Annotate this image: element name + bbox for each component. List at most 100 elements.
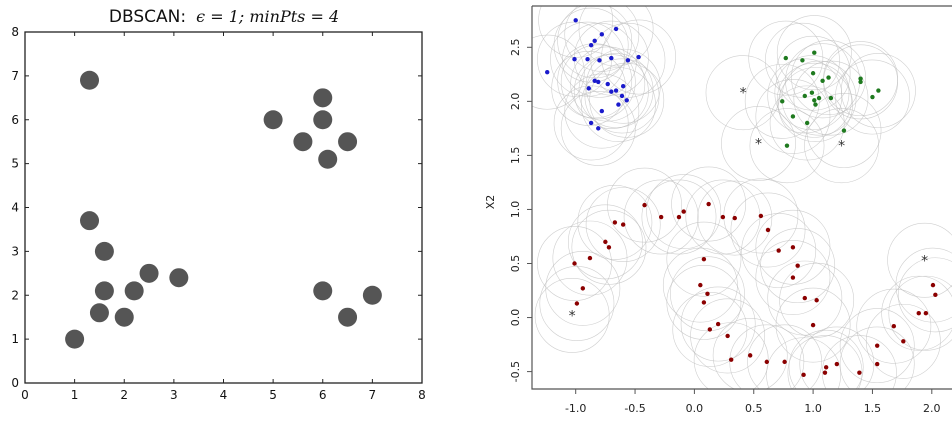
eps-neighborhood-circle bbox=[865, 303, 941, 379]
eps-neighborhood-circle bbox=[560, 90, 636, 166]
eps-neighborhood-circle bbox=[646, 174, 722, 250]
chart-title-text: DBSCAN: bbox=[109, 7, 186, 27]
data-point bbox=[318, 149, 338, 169]
eps-neighborhood-circle bbox=[787, 335, 863, 389]
x-tick-label: 2 bbox=[120, 388, 128, 402]
data-point bbox=[94, 281, 114, 301]
cluster-point bbox=[705, 291, 710, 296]
cluster-point bbox=[841, 128, 847, 133]
cluster-point bbox=[707, 327, 713, 332]
eps-neighborhood-circle bbox=[537, 226, 612, 301]
cluster-point bbox=[586, 86, 591, 91]
cluster-point bbox=[642, 202, 647, 208]
y-tick-label: 3 bbox=[11, 244, 19, 258]
eps-neighborhood-circle bbox=[537, 21, 612, 97]
eps-neighborhood-circle bbox=[553, 7, 629, 83]
cluster-point bbox=[790, 114, 796, 119]
y-tick-label: 5 bbox=[11, 157, 19, 171]
eps-neighborhood-circle bbox=[693, 322, 769, 389]
eps-neighborhood-circle bbox=[697, 180, 773, 256]
cluster-point bbox=[596, 79, 601, 85]
x-tick-label: 2.0 bbox=[923, 402, 941, 415]
cluster-point bbox=[606, 245, 612, 250]
y-tick-label: 4 bbox=[11, 201, 19, 215]
cluster-point bbox=[587, 255, 593, 261]
cluster-point bbox=[619, 93, 625, 99]
cluster-point bbox=[901, 339, 906, 344]
cluster-point bbox=[597, 58, 602, 63]
eps-neighborhood-circle bbox=[567, 204, 643, 280]
chart-title: DBSCAN: ϵ = 1; minPts = 4 bbox=[109, 7, 339, 27]
cluster-point bbox=[612, 220, 618, 225]
cluster-point bbox=[812, 98, 817, 103]
eps-neighborhood-circle bbox=[741, 213, 817, 288]
y-tick-label: -0.5 bbox=[509, 361, 522, 382]
eps-neighborhood-circle bbox=[670, 256, 745, 332]
data-point bbox=[293, 132, 313, 152]
eps-neighborhood-circle bbox=[557, 6, 633, 79]
cluster-point bbox=[874, 343, 880, 348]
cluster-point bbox=[592, 38, 597, 44]
eps-neighborhood-circle bbox=[723, 178, 799, 254]
cluster-point bbox=[812, 50, 817, 55]
data-point bbox=[313, 88, 333, 108]
eps-neighborhood-circle bbox=[730, 192, 806, 268]
eps-neighborhood-circle bbox=[839, 308, 915, 384]
cluster-point bbox=[800, 58, 805, 63]
eps-neighborhood-circle bbox=[534, 277, 610, 353]
cluster-point bbox=[776, 248, 781, 253]
cluster-point bbox=[613, 88, 619, 93]
eps-neighborhood-circle bbox=[769, 85, 845, 161]
eps-neighborhood-circle bbox=[749, 108, 825, 184]
eps-neighborhood-circle bbox=[806, 93, 882, 168]
eps-neighborhood-circle bbox=[578, 6, 654, 67]
cluster-point bbox=[681, 209, 686, 214]
eps-neighborhood-circle bbox=[560, 44, 636, 120]
cluster-point bbox=[572, 261, 577, 266]
eps-neighborhood-circle bbox=[779, 262, 855, 338]
eps-neighborhood-circle bbox=[747, 324, 822, 389]
eps-neighborhood-circle bbox=[776, 15, 852, 91]
eps-neighborhood-circle bbox=[571, 209, 647, 285]
cluster-point bbox=[636, 54, 641, 60]
plot-frame bbox=[24, 31, 423, 384]
eps-neighborhood-circle bbox=[776, 62, 852, 138]
eps-neighborhood-circle bbox=[775, 35, 851, 111]
eps-neighborhood-circle bbox=[788, 329, 864, 389]
eps-neighborhood-circle bbox=[760, 228, 836, 304]
eps-neighborhood-circle bbox=[532, 34, 585, 110]
cluster-point bbox=[720, 214, 726, 220]
eps-neighborhood-circle bbox=[581, 67, 656, 142]
cluster-point bbox=[758, 213, 764, 219]
cluster-point bbox=[858, 79, 863, 85]
cluster-point bbox=[585, 56, 590, 62]
cluster-point bbox=[870, 94, 875, 100]
eps-neighborhood-circle bbox=[804, 108, 879, 184]
y-tick-label: 1 bbox=[11, 332, 19, 346]
data-point bbox=[65, 329, 85, 349]
eps-neighborhood-circle bbox=[589, 62, 665, 138]
eps-neighborhood-circle bbox=[822, 335, 897, 389]
cluster-point bbox=[810, 322, 816, 328]
cluster-point bbox=[624, 98, 629, 103]
cluster-point bbox=[732, 215, 737, 221]
eps-neighborhood-circle bbox=[666, 265, 742, 340]
eps-neighborhood-circle bbox=[562, 22, 637, 98]
cluster-point bbox=[545, 69, 550, 75]
cluster-point bbox=[933, 292, 938, 298]
noise-point: * bbox=[755, 137, 762, 153]
eps-neighborhood-circle bbox=[623, 179, 699, 255]
data-point bbox=[80, 211, 100, 231]
cluster-point bbox=[609, 89, 614, 94]
cluster-point bbox=[816, 95, 822, 101]
eps-neighborhood-circle bbox=[823, 44, 898, 120]
eps-neighborhood-circle bbox=[778, 67, 853, 142]
data-point bbox=[89, 303, 109, 323]
y-axis-label: X2 bbox=[484, 195, 497, 210]
data-point bbox=[124, 281, 144, 301]
cluster-point bbox=[588, 120, 594, 126]
eps-neighborhood-circle bbox=[729, 324, 805, 389]
cluster-point bbox=[574, 301, 580, 306]
eps-neighborhood-circle bbox=[666, 221, 742, 297]
x-tick-label: 0 bbox=[21, 388, 29, 402]
